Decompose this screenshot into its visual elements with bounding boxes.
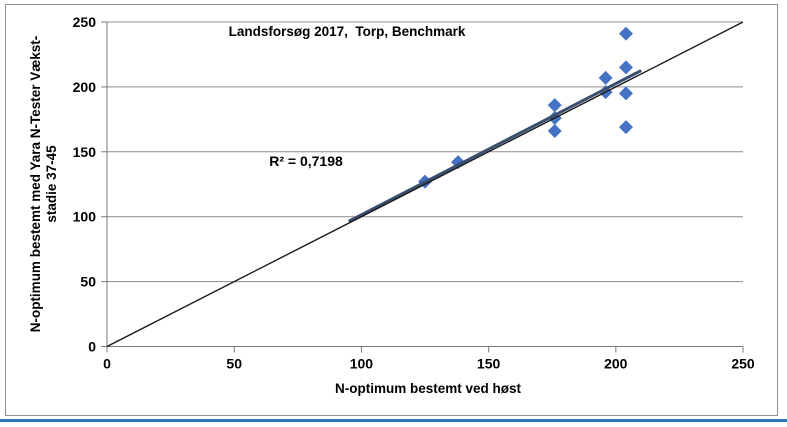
x-tick-label: 150 [477, 356, 501, 372]
data-point [598, 70, 613, 85]
chart-title: Landsforsøg 2017, Torp, Benchmark [228, 24, 466, 39]
y-tick-label: 0 [88, 339, 96, 355]
trendline [347, 69, 642, 223]
y-tick-label: 250 [73, 14, 97, 30]
y-tick-label: 200 [73, 79, 97, 95]
y-tick-label: 50 [80, 274, 96, 290]
data-point [618, 60, 633, 75]
data-point [547, 98, 562, 113]
r-squared-annotation: R² = 0,7198 [269, 153, 343, 169]
data-point [618, 26, 633, 41]
x-tick-label: 0 [103, 356, 111, 372]
x-tick-label: 250 [731, 356, 755, 372]
y-axis-label: N-optimum bestemt med Yara N-Tester Væks… [28, 0, 60, 384]
x-axis-label: N-optimum bestemt ved høst [334, 381, 522, 396]
y-tick-label: 150 [73, 144, 97, 160]
bottom-blue-rule [0, 419, 787, 422]
data-point [547, 124, 562, 139]
chart-border [5, 4, 778, 416]
identity-line [106, 21, 744, 348]
data-point [618, 86, 633, 101]
y-axis-label-line1: N-optimum bestemt med Yara N-Tester Væks… [28, 35, 43, 333]
y-tick-label: 100 [73, 209, 97, 225]
y-axis-label-line2: stadie 37-45 [44, 145, 59, 223]
data-point [618, 120, 633, 135]
x-tick-label: 50 [226, 356, 242, 372]
x-tick-label: 100 [350, 356, 374, 372]
x-tick-label: 200 [604, 356, 628, 372]
